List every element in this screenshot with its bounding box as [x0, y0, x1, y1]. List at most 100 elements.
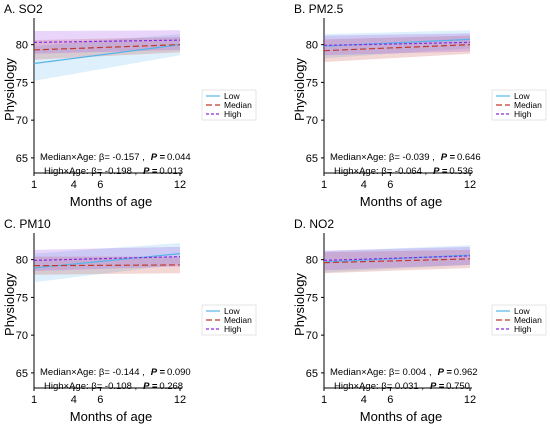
stat-annotation: High×Age: β= -0.064 , P = 0.536	[334, 166, 473, 177]
x-tick-label: 4	[71, 179, 77, 191]
y-tick-label: 65	[306, 368, 318, 380]
p-value: 0.646	[457, 152, 481, 163]
p-value: 0.268	[159, 381, 183, 392]
stat-annotation: Median×Age: β= -0.039 , P = 0.646	[330, 152, 481, 163]
y-axis-label: Physiology	[2, 58, 17, 121]
chart-panel-3: C. PM10 65 70 75 80 1 4 6 12 Months of age Physiol…	[2, 217, 257, 424]
p-value: 0.044	[167, 152, 191, 163]
stat-label: Median×Age: β= -0.039 ,	[330, 152, 435, 163]
series-line-median	[323, 44, 471, 52]
y-tick-label: 80	[306, 40, 318, 52]
stat-annotation: Median×Age: β= -0.144 , P = 0.090	[40, 367, 191, 378]
series-line-high	[33, 256, 181, 262]
legend-label-low: Low	[514, 306, 530, 316]
y-tick-label: 75	[306, 77, 318, 89]
x-tick-label: 1	[31, 179, 37, 191]
y-tick-label: 70	[16, 330, 28, 342]
x-tick-label: 6	[97, 179, 103, 191]
y-tick-label: 65	[16, 153, 28, 165]
p-symbol: P =	[143, 166, 158, 177]
legend-box	[491, 304, 547, 336]
stat-annotation: Median×Age: β= 0.004 , P = 0.962	[330, 367, 478, 378]
p-symbol: P =	[430, 381, 445, 392]
stat-annotation: High×Age: β= 0.031 , P = 0.750	[334, 381, 470, 392]
confidence-band-median	[324, 249, 470, 274]
y-tick-label: 75	[16, 292, 28, 304]
chart-panel-2: B. PM2.5 65 70 75 80 1 4 6 12 Months of age Physio…	[292, 2, 547, 209]
stat-annotation: Median×Age: β= -0.157 , P = 0.044	[40, 152, 191, 163]
y-tick-label: 65	[306, 153, 318, 165]
confidence-band-median	[324, 35, 470, 63]
x-tick-label: 4	[361, 394, 367, 406]
x-axis-label: Months of age	[360, 409, 442, 424]
x-tick-label: 12	[174, 179, 186, 191]
series-line-median	[323, 258, 471, 264]
confidence-band-median	[34, 37, 180, 60]
y-tick-label: 70	[16, 115, 28, 127]
x-axis-label: Months of age	[360, 194, 442, 209]
legend-label-median: Median	[514, 100, 542, 110]
legend-label-low: Low	[224, 306, 240, 316]
x-tick-label: 6	[387, 179, 393, 191]
x-tick-label: 4	[361, 179, 367, 191]
x-axis-label: Months of age	[70, 194, 152, 209]
y-axis-label: Physiology	[292, 273, 307, 336]
legend-label-median: Median	[224, 100, 252, 110]
x-tick-label: 12	[174, 394, 186, 406]
x-tick-label: 12	[464, 179, 476, 191]
panel-title: D. NO2	[294, 217, 334, 231]
series-line-low	[33, 44, 181, 65]
legend-label-high: High	[514, 109, 532, 119]
confidence-band-high	[324, 33, 470, 56]
confidence-band-low	[324, 30, 470, 59]
y-tick-label: 75	[306, 292, 318, 304]
x-tick-label: 12	[464, 394, 476, 406]
y-tick-label: 65	[16, 368, 28, 380]
series-line-high	[323, 41, 471, 47]
p-symbol: P =	[438, 367, 453, 378]
legend-label-high: High	[514, 324, 532, 334]
stat-label: High×Age: β= -0.064 ,	[334, 166, 427, 177]
x-tick-label: 6	[97, 394, 103, 406]
p-value: 0.536	[449, 166, 473, 177]
p-value: 0.013	[159, 166, 183, 177]
p-value: 0.962	[454, 367, 478, 378]
x-tick-label: 1	[321, 394, 327, 406]
y-axis-label: Physiology	[2, 273, 17, 336]
y-tick-label: 80	[16, 40, 28, 52]
legend-label-median: Median	[514, 315, 542, 325]
legend-label-high: High	[224, 324, 242, 334]
p-symbol: P =	[433, 166, 448, 177]
stat-annotation: High×Age: β= -0.108 , P = 0.268	[44, 381, 183, 392]
x-axis-label: Months of age	[70, 409, 152, 424]
legend-label-high: High	[224, 109, 242, 119]
y-tick-label: 70	[306, 115, 318, 127]
confidence-band-high	[34, 30, 180, 54]
chart-panel-1: A. SO2 65 70 75 80 1 4 6 12 Months of age Physiolo…	[2, 2, 257, 209]
panel-title: B. PM2.5	[294, 2, 344, 16]
panel-title: C. PM10	[4, 217, 51, 231]
y-tick-label: 75	[16, 77, 28, 89]
confidence-band-low	[34, 243, 180, 283]
x-tick-label: 1	[31, 394, 37, 406]
p-symbol: P =	[151, 152, 166, 163]
stat-label: High×Age: β= -0.198 ,	[44, 166, 137, 177]
legend-label-low: Low	[224, 91, 240, 101]
p-symbol: P =	[143, 381, 158, 392]
stat-label: High×Age: β= -0.108 ,	[44, 381, 137, 392]
legend-label-median: Median	[224, 315, 252, 325]
stat-label: Median×Age: β= -0.144 ,	[40, 367, 145, 378]
y-tick-label: 70	[306, 330, 318, 342]
stat-label: Median×Age: β= 0.004 ,	[330, 367, 432, 378]
x-tick-label: 1	[321, 179, 327, 191]
p-symbol: P =	[151, 367, 166, 378]
x-tick-label: 6	[387, 394, 393, 406]
series-line-high	[323, 255, 471, 262]
p-value: 0.090	[167, 367, 191, 378]
x-tick-label: 4	[71, 394, 77, 406]
legend-label-low: Low	[514, 91, 530, 101]
y-axis-label: Physiology	[292, 58, 307, 121]
series-line-low	[33, 253, 181, 269]
